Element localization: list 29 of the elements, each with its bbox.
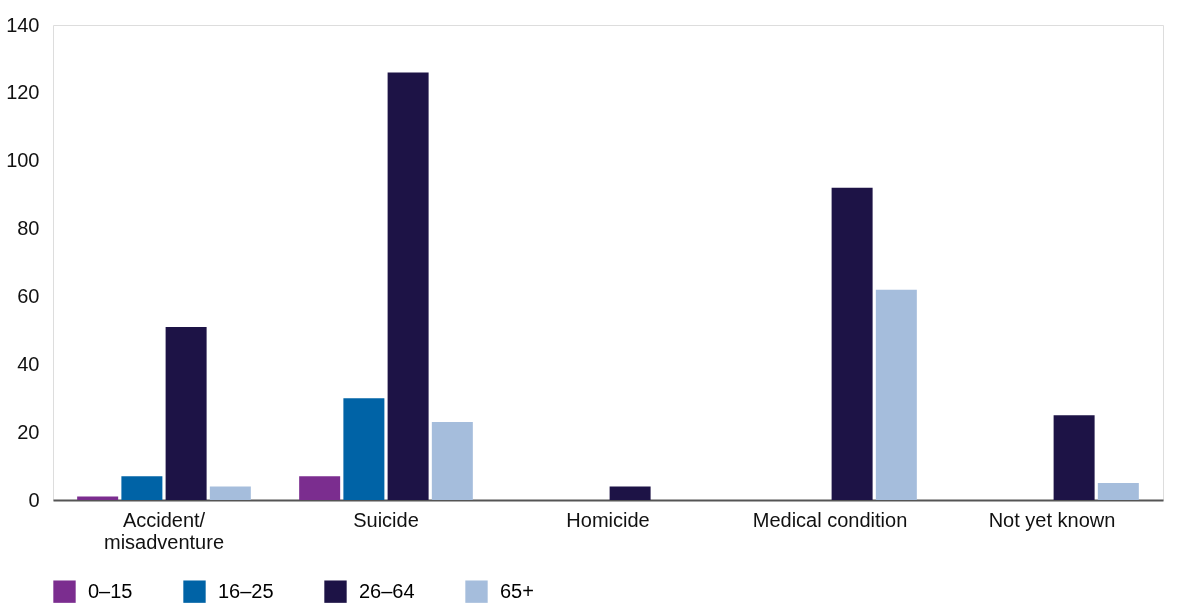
y-tick-label: 140 [6,13,40,36]
y-tick-label: 20 [17,420,40,443]
bar [431,421,473,500]
bar [1097,483,1139,500]
x-tick-label: Accident/ misadventure [103,508,225,553]
bar [387,72,429,500]
y-tick-label: 40 [17,352,40,375]
y-tick-label: 120 [6,81,40,104]
legend-label: 0–15 [88,579,133,602]
legend-label: 26–64 [359,579,415,602]
legend-label: 65+ [500,579,534,602]
legend-label: 16–25 [218,579,274,602]
bar [343,398,385,500]
bar [299,476,341,500]
bar [121,476,163,500]
bar [1053,415,1095,500]
y-tick-label: 100 [6,149,40,172]
y-tick-label: 80 [17,217,40,240]
x-tick-label: Not yet known [988,508,1116,531]
x-tick-label: Medical condition [752,508,908,531]
bar [831,187,873,500]
bar [209,486,251,500]
x-tick-label: Suicide [353,508,419,531]
bar [609,486,651,500]
bar [165,326,207,500]
bar [875,289,917,500]
y-tick-label: 0 [28,488,40,511]
x-tick-label: Homicide [566,508,650,531]
y-tick-label: 60 [17,284,40,307]
